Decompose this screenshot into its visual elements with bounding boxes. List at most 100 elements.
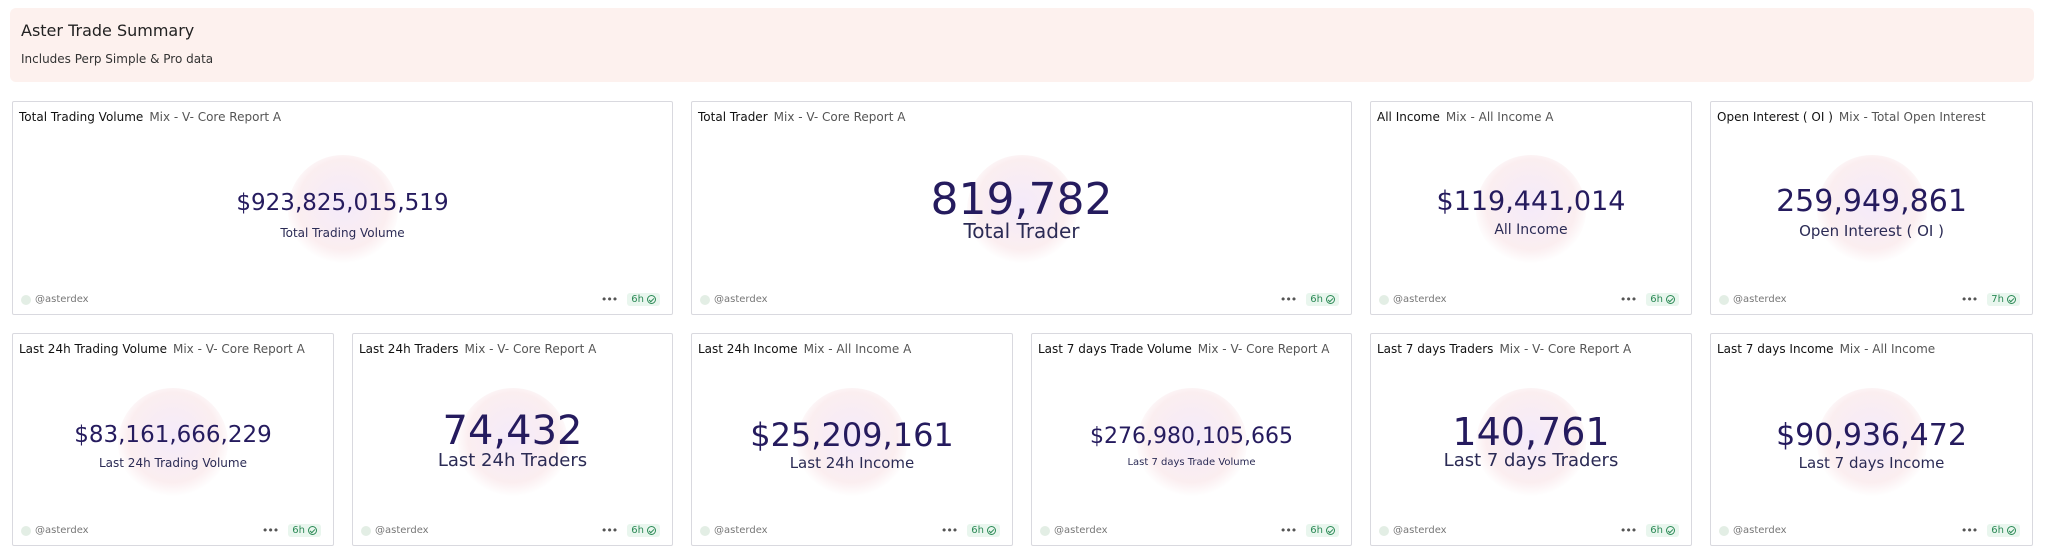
card-author[interactable]: @asterdex (1040, 525, 1108, 536)
avatar (21, 525, 31, 536)
counter-value: $83,161,666,229 (74, 422, 272, 448)
freshness-badge: 6h (288, 524, 321, 537)
avatar (1719, 525, 1729, 536)
page-subtitle: Includes Perp Simple & Pro data (21, 52, 214, 66)
card-title[interactable]: Open Interest ( OI ) (1717, 110, 1833, 124)
more-options-icon[interactable]: ••• (600, 524, 618, 537)
glow-decoration (118, 388, 228, 498)
card-query-link[interactable]: Mix - All Income (1839, 342, 1936, 356)
card-title[interactable]: Last 24h Traders (359, 342, 459, 356)
more-options-icon[interactable]: ••• (1960, 524, 1978, 537)
check-circle-icon (1666, 295, 1675, 304)
counter-card-last-7-days-trade-volume[interactable]: Last 7 days Trade Volume Mix - V- Core Re… (1031, 333, 1352, 546)
counter-label: Last 24h Trading Volume (99, 456, 247, 470)
card-title[interactable]: Total Trader (698, 110, 768, 124)
glow-decoration (1476, 388, 1586, 498)
more-options-icon[interactable]: ••• (1619, 293, 1637, 306)
card-query-link[interactable]: Mix - V- Core Report A (149, 110, 282, 124)
card-query-link[interactable]: Mix - V- Core Report A (464, 342, 597, 356)
card-query-link[interactable]: Mix - V- Core Report A (1197, 342, 1330, 356)
card-author[interactable]: @asterdex (21, 525, 89, 536)
glow-decoration (1816, 388, 1927, 498)
freshness-badge: 6h (627, 293, 660, 306)
card-query-link[interactable]: Mix - V- Core Report A (1499, 342, 1632, 356)
card-author[interactable]: @asterdex (1719, 294, 1787, 305)
counter-value: 74,432 (442, 408, 583, 454)
glow-decoration (1816, 155, 1927, 265)
glow-decoration (1136, 388, 1247, 498)
freshness-badge: 6h (627, 524, 660, 537)
card-author[interactable]: @asterdex (1719, 525, 1787, 536)
counter-label: Last 7 days Trade Volume (1127, 457, 1256, 468)
avatar (1040, 525, 1050, 536)
counter-value: $119,441,014 (1436, 186, 1626, 217)
freshness-badge: 6h (1646, 293, 1679, 306)
card-query-link[interactable]: Mix - All Income A (1445, 110, 1554, 124)
card-title[interactable]: Last 7 days Traders (1377, 342, 1494, 356)
card-author[interactable]: @asterdex (1379, 294, 1447, 305)
counter-label: Last 24h Income (789, 454, 915, 472)
card-query-link[interactable]: Mix - V- Core Report A (172, 342, 305, 356)
more-options-icon[interactable]: ••• (1279, 524, 1297, 537)
card-author[interactable]: @asterdex (1379, 525, 1447, 536)
avatar (1719, 294, 1729, 305)
card-title[interactable]: Total Trading Volume (19, 110, 144, 124)
card-author[interactable]: @asterdex (700, 525, 768, 536)
counter-label: Last 24h Traders (437, 450, 588, 471)
counter-card-total-trading-volume[interactable]: Total Trading Volume Mix - V- Core Report… (12, 101, 673, 315)
avatar (700, 294, 710, 305)
card-author[interactable]: @asterdex (361, 525, 429, 536)
counter-card-last-24h-traders[interactable]: Last 24h Traders Mix - V- Core Report A 7… (352, 333, 673, 546)
counter-value: 819,782 (930, 174, 1113, 225)
summary-banner: Aster Trade Summary Includes Perp Simple… (10, 8, 2034, 82)
card-query-link[interactable]: Mix - All Income A (803, 342, 912, 356)
counter-card-open-interest[interactable]: Open Interest ( OI ) Mix - Total Open Int… (1710, 101, 2033, 315)
counter-label: Last 7 days Traders (1443, 450, 1619, 471)
check-circle-icon (1326, 295, 1335, 304)
card-title[interactable]: Last 7 days Income (1717, 342, 1834, 356)
check-circle-icon (647, 526, 656, 535)
avatar (361, 525, 371, 536)
check-circle-icon (2007, 526, 2016, 535)
card-query-link[interactable]: Mix - V- Core Report A (773, 110, 906, 124)
counter-value: 140,761 (1452, 410, 1610, 454)
glow-decoration (287, 155, 398, 265)
counter-label: Open Interest ( OI ) (1799, 222, 1944, 240)
more-options-icon[interactable]: ••• (600, 293, 618, 306)
freshness-badge: 7h (1987, 293, 2020, 306)
check-circle-icon (308, 526, 317, 535)
counter-value: 259,949,861 (1776, 184, 1967, 219)
glow-decoration (1476, 155, 1586, 265)
counter-label: Total Trader (963, 219, 1080, 243)
check-circle-icon (1326, 526, 1335, 535)
check-circle-icon (2007, 295, 2016, 304)
freshness-badge: 6h (967, 524, 1000, 537)
counter-value: $25,209,161 (750, 416, 954, 454)
avatar (21, 294, 31, 305)
counter-card-last-24h-income[interactable]: Last 24h Income Mix - All Income A $25,20… (691, 333, 1013, 546)
card-query-link[interactable]: Mix - Total Open Interest (1838, 110, 1986, 124)
counter-card-all-income[interactable]: All Income Mix - All Income A $119,441,01… (1370, 101, 1692, 315)
card-title[interactable]: Last 24h Income (698, 342, 798, 356)
card-title[interactable]: All Income (1377, 110, 1440, 124)
more-options-icon[interactable]: ••• (1279, 293, 1297, 306)
more-options-icon[interactable]: ••• (1960, 293, 1978, 306)
counter-card-last-24h-trading-volume[interactable]: Last 24h Trading Volume Mix - V- Core Rep… (12, 333, 334, 546)
counter-card-total-trader[interactable]: Total Trader Mix - V- Core Report A 819,7… (691, 101, 1352, 315)
card-author[interactable]: @asterdex (21, 294, 89, 305)
card-author[interactable]: @asterdex (700, 294, 768, 305)
more-options-icon[interactable]: ••• (940, 524, 958, 537)
counter-label: Last 7 days Income (1798, 454, 1945, 472)
counter-card-last-7-days-income[interactable]: Last 7 days Income Mix - All Income $90,9… (1710, 333, 2033, 546)
more-options-icon[interactable]: ••• (1619, 524, 1637, 537)
more-options-icon[interactable]: ••• (261, 524, 279, 537)
check-circle-icon (987, 526, 996, 535)
freshness-badge: 6h (1306, 524, 1339, 537)
freshness-badge: 6h (1987, 524, 2020, 537)
glow-decoration (457, 388, 568, 498)
card-title[interactable]: Last 7 days Trade Volume (1038, 342, 1192, 356)
counter-label: All Income (1494, 222, 1568, 238)
counter-label: Total Trading Volume (280, 226, 405, 240)
card-title[interactable]: Last 24h Trading Volume (19, 342, 167, 356)
counter-card-last-7-days-traders[interactable]: Last 7 days Traders Mix - V- Core Report … (1370, 333, 1692, 546)
